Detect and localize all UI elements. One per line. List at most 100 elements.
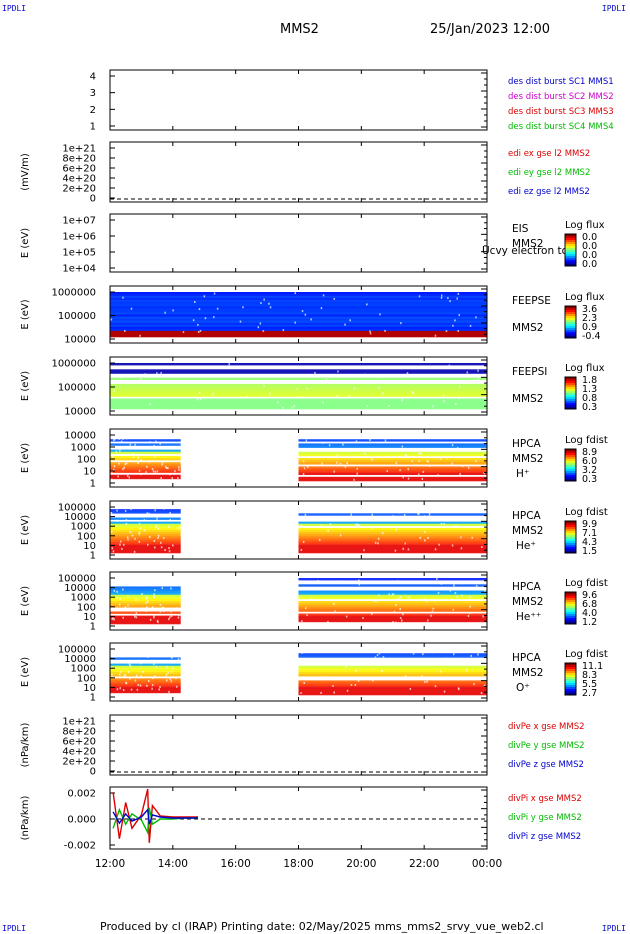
spectrogram-speckle (149, 618, 152, 621)
spectrogram-speckle (135, 616, 138, 619)
spectrogram-speckle (342, 443, 344, 446)
spectrogram-speckle (457, 292, 460, 295)
spectrogram-band-p9 (110, 690, 181, 694)
spectrogram-speckle (405, 454, 407, 457)
spectrogram-speckle (467, 466, 470, 469)
spectrogram-speckle (453, 584, 455, 587)
spectrogram-speckle (472, 663, 475, 666)
spectrogram-speckle (401, 619, 403, 622)
spectrogram-band-p7 (110, 540, 181, 543)
spectrogram-band-p9 (110, 678, 181, 681)
spectrogram-speckle (138, 531, 141, 534)
spectrogram-speckle (404, 507, 406, 510)
spectrogram-speckle (134, 679, 137, 682)
spectrogram-speckle (135, 583, 137, 585)
spectrogram-speckle (135, 598, 137, 601)
spectrogram-speckle (157, 527, 160, 530)
colorbar-tick-label: 0.0 (582, 232, 597, 243)
spectrogram-speckle (147, 655, 149, 658)
colorbar-frame (564, 520, 577, 554)
x-tick-label: 00:00 (472, 858, 502, 870)
spectrogram-speckle (140, 473, 142, 476)
spectrogram-speckle (269, 306, 272, 309)
colorbar-tick-label: 3.6 (582, 304, 597, 315)
spectrogram-speckle (417, 512, 419, 515)
spectrogram-speckle (139, 684, 142, 687)
spectrogram-speckle (119, 543, 121, 546)
spectrogram-speckle (423, 515, 426, 518)
spectrogram-speckle (155, 524, 158, 527)
spectrogram-speckle (162, 606, 165, 609)
spectrogram-band-p9 (298, 686, 487, 689)
colorbar-segment (565, 622, 576, 625)
colorbar-segment (565, 240, 576, 243)
spectrogram-band-p4 (110, 328, 487, 332)
spectrogram-speckle (395, 528, 397, 531)
spectrogram-speckle (448, 364, 451, 367)
spectrogram-speckle (392, 515, 394, 518)
colorbar-segment (565, 399, 576, 402)
spectrogram-speckle (339, 462, 342, 465)
spectrogram-speckle (460, 536, 462, 539)
spectrogram-speckle (421, 675, 423, 678)
spectrogram-speckle (334, 610, 336, 613)
spectrogram-speckle (319, 676, 322, 679)
spectrogram-band-p4 (110, 294, 487, 297)
y-tick-label: 1000000 (51, 359, 96, 370)
spectrogram-band-p4 (110, 312, 487, 315)
spectrogram-speckle (128, 581, 131, 584)
spectrogram-band-p4 (110, 310, 487, 313)
spectrogram-speckle (111, 618, 113, 620)
spectrogram-speckle (192, 319, 195, 322)
spectrogram-speckle (349, 319, 351, 322)
spectrogram-speckle (444, 448, 446, 451)
spectrogram-speckle (263, 298, 265, 301)
series-line (112, 808, 198, 825)
spectrogram-speckle (457, 330, 459, 332)
spectrogram-speckle (393, 610, 396, 613)
spectrogram-speckle (196, 398, 199, 401)
spectrogram-speckle (154, 526, 157, 529)
spectrogram-speckle (403, 514, 406, 516)
colorbar-tick-label: 2.7 (582, 688, 597, 699)
spectrogram-speckle (434, 548, 437, 551)
x-tick-label: 20:00 (346, 858, 376, 870)
spectrogram-band-p7 (110, 523, 181, 527)
spacecraft-title: MMS2 (280, 22, 319, 37)
spectrogram-speckle (303, 659, 305, 662)
spectrogram-speckle (110, 318, 113, 321)
spectrogram-speckle (374, 599, 376, 602)
spectrogram-speckle (388, 593, 390, 596)
spectrogram-speckle (446, 657, 448, 660)
spectrogram-speckle (376, 654, 379, 657)
colorbar-tick-label: 0.0 (582, 250, 597, 261)
spectrogram-speckle (457, 687, 460, 690)
spectrogram-speckle (336, 394, 339, 397)
y-tick-label: 1 (90, 551, 96, 562)
y-axis-label: E (eV) (20, 371, 31, 401)
spectrogram-speckle (120, 670, 122, 673)
colorbar-segment (565, 675, 576, 678)
spectrogram-speckle (282, 406, 284, 409)
legend-entry: divPi x gse MMS2 (508, 794, 582, 804)
spectrogram-speckle (426, 459, 429, 462)
spectrogram-speckle (127, 604, 129, 607)
colorbar-segment (565, 549, 576, 552)
spectrogram-band-p8 (110, 588, 181, 591)
legend-entry: edi ez gse l2 MMS2 (508, 187, 590, 197)
colorbar-tick-label: 0.0 (582, 241, 597, 252)
spectrogram-speckle (124, 674, 127, 677)
spectrogram-speckle (475, 316, 477, 319)
spectrogram-speckle (325, 378, 328, 381)
spectrogram-speckle (378, 663, 380, 666)
spectrogram-speckle (304, 513, 307, 516)
spectrogram-speckle (164, 549, 166, 551)
spectrogram-speckle (370, 457, 373, 459)
spectrogram-band-p9 (298, 690, 487, 694)
spectrogram-speckle (357, 524, 360, 527)
spectrogram-speckle (381, 670, 383, 673)
spectrogram-speckle (331, 676, 334, 679)
spectrogram-speckle (119, 673, 121, 676)
spectrogram-speckle (358, 579, 360, 582)
spectrogram-speckle (146, 606, 148, 609)
